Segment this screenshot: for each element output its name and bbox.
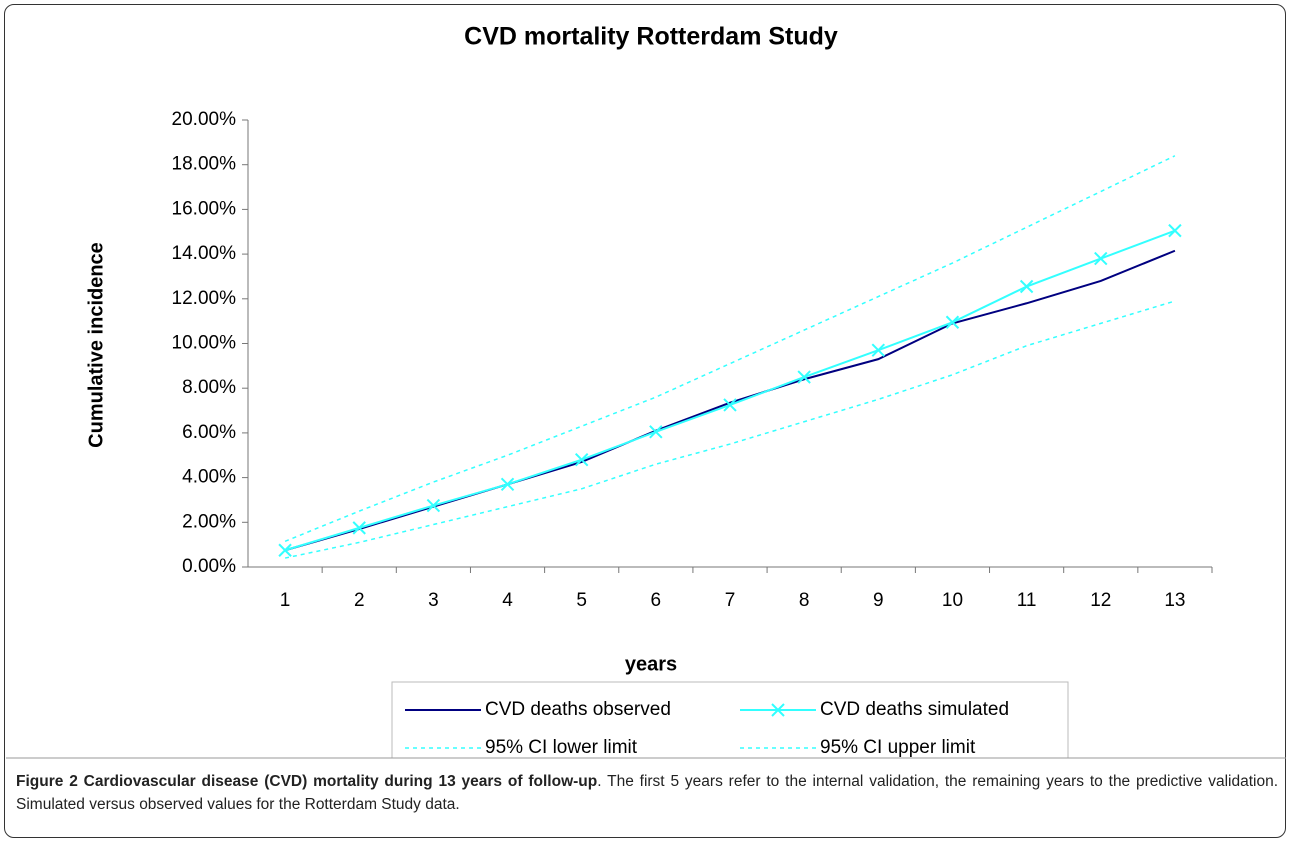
series-line — [284, 229, 1176, 552]
chart-title: CVD mortality Rotterdam Study — [464, 23, 838, 51]
y-tick-label: 20.00% — [172, 109, 237, 130]
data-marker — [278, 543, 292, 557]
figure-frame — [4, 4, 1286, 838]
x-tick-label: 6 — [651, 590, 662, 611]
x-tick-label: 10 — [942, 590, 963, 611]
x-tick-label: 7 — [725, 590, 736, 611]
x-tick-label: 8 — [799, 590, 810, 611]
caption: Figure 2 Cardiovascular disease (CVD) mo… — [16, 770, 1278, 816]
y-tick-label: 18.00% — [172, 154, 237, 175]
legend-label: CVD deaths observed — [485, 699, 671, 720]
data-marker — [871, 343, 886, 357]
data-marker — [1019, 279, 1034, 294]
series-line — [284, 155, 1176, 542]
caption-title: Figure 2 Cardiovascular disease (CVD) mo… — [16, 773, 598, 790]
y-tick-label: 2.00% — [182, 511, 236, 532]
x-tick-label: 5 — [576, 590, 587, 611]
legend-marker — [771, 703, 785, 717]
x-tick-label: 9 — [873, 590, 884, 611]
x-tick-label: 2 — [354, 590, 365, 611]
y-tick-label: 0.00% — [182, 556, 236, 577]
data-marker — [352, 521, 366, 535]
series-line — [284, 249, 1176, 552]
y-tick-label: 14.00% — [172, 243, 237, 264]
y-tick-label: 12.00% — [172, 288, 237, 309]
y-tick-label: 4.00% — [182, 467, 236, 488]
x-tick-label: 3 — [428, 590, 439, 611]
x-tick-label: 11 — [1017, 590, 1037, 611]
y-tick-label: 16.00% — [172, 198, 237, 219]
x-tick-label: 1 — [280, 590, 291, 611]
series-line — [284, 300, 1176, 559]
y-tick-label: 8.00% — [182, 377, 236, 398]
data-marker — [574, 453, 589, 467]
caption-text: . The first 5 years refer to the interna… — [16, 773, 1278, 813]
legend-label: 95% CI upper limit — [820, 737, 976, 758]
data-marker — [500, 477, 515, 492]
data-marker — [426, 498, 441, 513]
y-axis-label: Cumulative incidence — [85, 242, 107, 448]
y-tick-label: 6.00% — [182, 422, 236, 443]
data-marker — [797, 370, 811, 384]
x-tick-label: 13 — [1164, 590, 1185, 611]
y-tick-label: 10.00% — [172, 333, 237, 354]
x-tick-label: 12 — [1090, 590, 1111, 611]
data-marker — [945, 315, 960, 329]
x-tick-label: 4 — [502, 590, 513, 611]
data-marker — [723, 398, 737, 412]
data-marker — [1094, 251, 1108, 266]
data-marker — [1168, 223, 1182, 238]
legend-label: CVD deaths simulated — [820, 699, 1009, 720]
data-marker — [649, 425, 663, 439]
x-axis-label: years — [625, 653, 677, 675]
legend-label: 95% CI lower limit — [485, 737, 638, 758]
